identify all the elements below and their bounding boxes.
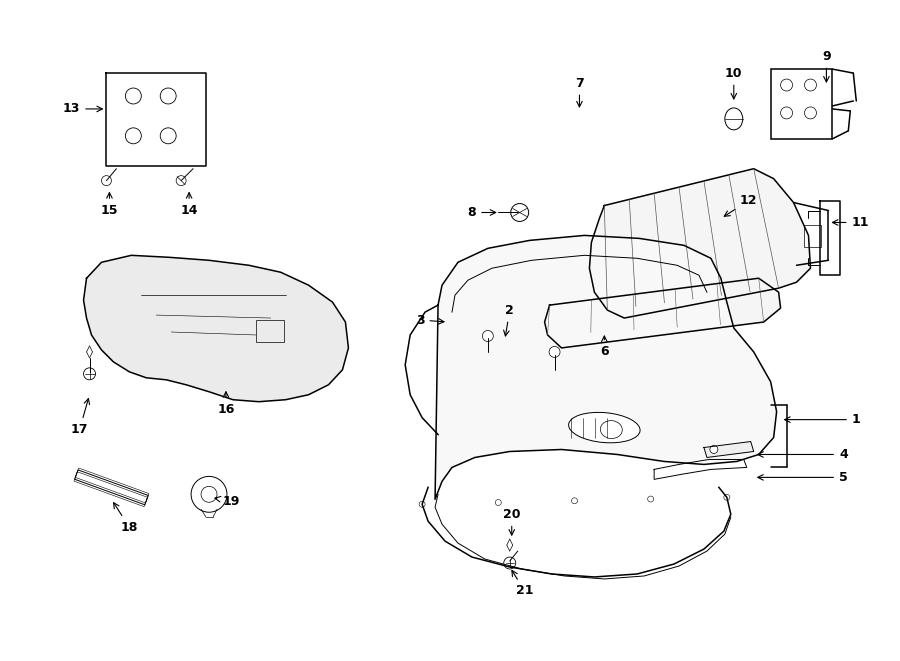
- Text: 17: 17: [71, 399, 90, 436]
- Circle shape: [549, 346, 560, 358]
- Circle shape: [125, 128, 141, 144]
- Text: 10: 10: [725, 67, 742, 99]
- Circle shape: [780, 79, 793, 91]
- Polygon shape: [590, 169, 811, 318]
- Text: 7: 7: [575, 77, 584, 107]
- Text: 12: 12: [724, 194, 758, 216]
- FancyBboxPatch shape: [770, 69, 832, 139]
- Text: 21: 21: [512, 570, 534, 598]
- Polygon shape: [704, 442, 753, 457]
- Circle shape: [724, 494, 730, 500]
- Text: 13: 13: [63, 102, 103, 116]
- Text: 4: 4: [758, 448, 848, 461]
- Circle shape: [510, 204, 528, 221]
- Circle shape: [201, 486, 217, 502]
- Text: 20: 20: [503, 508, 520, 535]
- Circle shape: [102, 176, 112, 186]
- Circle shape: [84, 368, 95, 380]
- Circle shape: [191, 477, 227, 512]
- Circle shape: [572, 498, 578, 504]
- Circle shape: [419, 501, 425, 507]
- Text: 8: 8: [468, 206, 496, 219]
- Circle shape: [482, 330, 493, 342]
- FancyBboxPatch shape: [804, 225, 822, 247]
- Text: 1: 1: [785, 413, 860, 426]
- Circle shape: [805, 79, 816, 91]
- Text: 6: 6: [600, 336, 608, 358]
- Ellipse shape: [600, 420, 622, 438]
- Text: 2: 2: [504, 303, 514, 336]
- Circle shape: [780, 107, 793, 119]
- Text: 3: 3: [416, 313, 444, 327]
- Circle shape: [176, 176, 186, 186]
- FancyBboxPatch shape: [256, 320, 284, 342]
- Polygon shape: [435, 235, 777, 499]
- Text: 18: 18: [113, 502, 138, 533]
- Text: 11: 11: [832, 216, 869, 229]
- Circle shape: [125, 88, 141, 104]
- FancyBboxPatch shape: [442, 310, 462, 330]
- Text: 19: 19: [215, 495, 239, 508]
- Circle shape: [504, 557, 516, 569]
- Text: 16: 16: [217, 392, 235, 416]
- Circle shape: [710, 446, 718, 453]
- Text: 14: 14: [180, 192, 198, 217]
- Circle shape: [805, 107, 816, 119]
- Text: 15: 15: [101, 192, 118, 217]
- Polygon shape: [75, 470, 148, 505]
- Text: 9: 9: [822, 50, 831, 82]
- Circle shape: [648, 496, 653, 502]
- Text: 5: 5: [758, 471, 848, 484]
- Polygon shape: [544, 278, 780, 348]
- Circle shape: [160, 128, 176, 144]
- Circle shape: [160, 88, 176, 104]
- Ellipse shape: [569, 412, 640, 443]
- Circle shape: [495, 500, 501, 506]
- Ellipse shape: [724, 108, 742, 130]
- Polygon shape: [84, 255, 348, 402]
